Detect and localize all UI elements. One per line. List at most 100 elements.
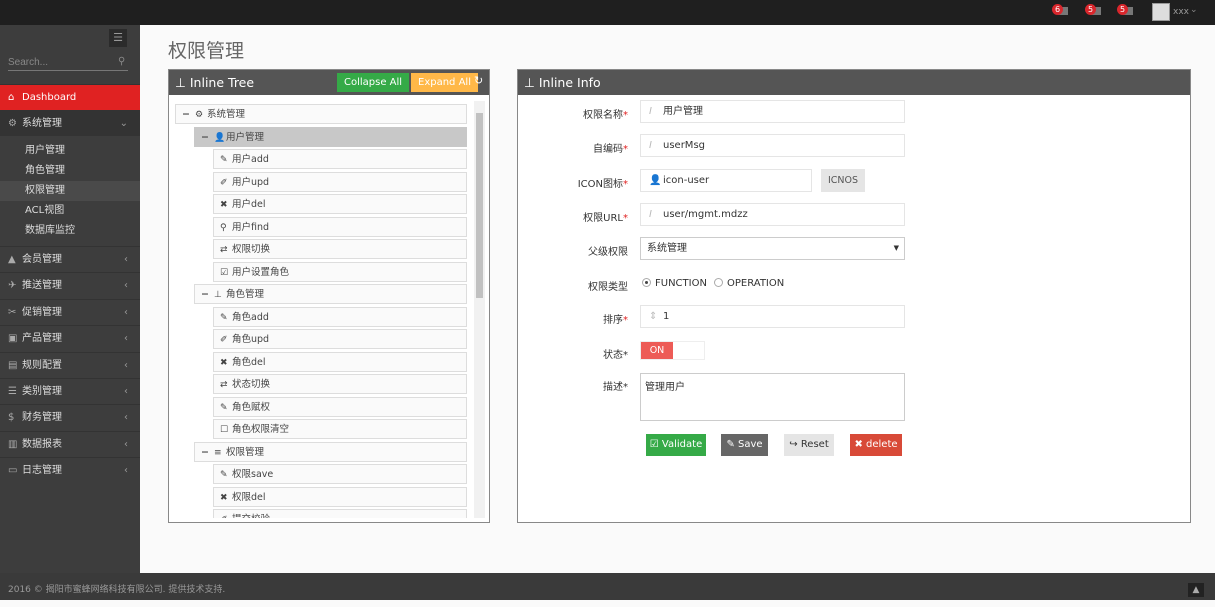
radio-operation[interactable]: OPERATION xyxy=(714,278,784,289)
list-icon: ≡ xyxy=(213,447,222,458)
tree-node[interactable]: ✖ 用户del xyxy=(213,194,467,214)
tree-node[interactable]: ✐提交校验 xyxy=(213,509,467,518)
icon-input[interactable]: 👤 icon-user xyxy=(640,169,812,192)
description-textarea[interactable]: 管理用户 xyxy=(640,373,905,421)
username[interactable]: xxx xyxy=(1173,7,1189,17)
sidebar-item[interactable]: $ 财务管理 ‹ xyxy=(0,404,140,430)
tree-node[interactable]: ✎ 权限save xyxy=(213,464,467,484)
chevron-up-icon[interactable]: ▲ xyxy=(1188,583,1204,597)
parent-select[interactable]: 系统管理 ▼ xyxy=(640,237,905,260)
text-cursor-icon: I xyxy=(649,209,652,220)
edit-icon: ✐ xyxy=(220,177,228,188)
sidebar-item[interactable]: ▭ 日志管理 ‹ xyxy=(0,457,140,483)
refresh-icon[interactable]: ↻ xyxy=(474,74,484,87)
sidebar-item-label: 产品管理 xyxy=(22,333,62,345)
tasks-count: 5 xyxy=(1117,4,1128,15)
collapse-all-button[interactable]: Collapse All xyxy=(337,73,410,92)
tree-node[interactable]: ✎ 角色赋权 xyxy=(213,396,467,417)
status-toggle[interactable]: ON xyxy=(640,341,705,360)
sidebar-item[interactable]: ▤ 规则配置 ‹ xyxy=(0,351,140,378)
pencil-icon: ✎ xyxy=(220,470,228,480)
tree-node[interactable]: ✖ 角色del xyxy=(213,351,467,372)
chevron-down-icon[interactable]: ⌄ xyxy=(1190,5,1198,15)
text-cursor-icon: I xyxy=(649,106,652,117)
tree-node[interactable]: ✖ 权限del xyxy=(213,486,467,507)
tree-node[interactable]: ✐ 角色upd xyxy=(213,329,467,349)
sidebar-item-label: 数据报表 xyxy=(22,438,62,450)
sort-icon: ⇕ xyxy=(649,311,658,322)
type-label: 权限类型 xyxy=(588,282,628,293)
tree-node[interactable]: ☐ 角色权限清空 xyxy=(213,419,467,439)
chevron-down-icon: ⌄ xyxy=(119,118,128,129)
page-title: 权限管理 xyxy=(168,40,245,62)
chevron-left-icon: ‹ xyxy=(124,280,128,292)
icon-label: ICON图标* xyxy=(577,179,628,190)
tree-node[interactable]: − ⚙ 系统管理 xyxy=(175,104,467,124)
tree-node-label: 角色add xyxy=(232,311,269,323)
icnos-button[interactable]: ICNOS xyxy=(821,169,865,192)
avatar[interactable] xyxy=(1152,3,1170,21)
tree-node[interactable]: ✎ 角色add xyxy=(213,306,467,327)
search-icon[interactable]: ⚲ xyxy=(118,56,126,67)
tree-node-label: 权限切换 xyxy=(232,244,271,255)
sidebar-subitem[interactable]: 数据库监控 xyxy=(25,225,75,236)
tree-node[interactable]: ☑ 用户设置角色 xyxy=(213,261,467,282)
sidebar-item[interactable]: ▲ 会员管理 ‹ xyxy=(0,246,140,272)
sidebar-subitem[interactable]: 用户管理 xyxy=(25,145,65,156)
chevron-left-icon: ‹ xyxy=(124,386,128,397)
sidebar-item[interactable]: ✈ 推送管理 ‹ xyxy=(0,272,140,298)
cogs-icon: ⚙ xyxy=(8,118,17,129)
panel-title: Inline Info xyxy=(538,75,601,90)
tree-node[interactable]: − ⊥ 角色管理 xyxy=(194,284,467,304)
sidebar-subitem[interactable]: 权限管理 xyxy=(0,181,140,201)
cogs-icon: ⚙ xyxy=(194,110,204,120)
sidebar-item[interactable]: ▥ 数据报表 ‹ xyxy=(0,430,140,457)
sidebar-item-label: 系统管理 xyxy=(22,118,62,129)
chevron-left-icon: ‹ xyxy=(124,359,128,371)
radio-function[interactable]: FUNCTION xyxy=(642,278,707,289)
tree-node-label: 角色赋权 xyxy=(232,401,271,413)
sidebar-item[interactable]: ☰ 类别管理 ‹ xyxy=(0,378,140,404)
name-input[interactable]: I 用户管理 xyxy=(640,100,905,123)
tree-node-label: 权限del xyxy=(232,491,266,503)
tree-node-label: 角色upd xyxy=(232,334,270,345)
tree-node[interactable]: ✎ 用户add xyxy=(213,149,467,169)
menu-toggle-icon[interactable]: ☰ xyxy=(109,29,127,47)
tree-node[interactable]: − 👤用户管理 xyxy=(194,126,467,147)
sidebar-item-label: 类别管理 xyxy=(22,386,62,397)
bar-chart-icon: ▥ xyxy=(8,438,18,450)
calendar-icon xyxy=(1123,7,1133,15)
tree-node[interactable]: ⚲ 用户find xyxy=(213,216,467,237)
sidebar-item[interactable]: ✂ 促销管理 ‹ xyxy=(0,298,140,325)
save-button[interactable]: ✎ Save xyxy=(721,434,768,456)
expand-all-button[interactable]: Expand All xyxy=(411,73,478,92)
collapse-toggle-icon: − xyxy=(201,446,209,458)
sidebar-item[interactable]: ▣ 产品管理 ‹ xyxy=(0,325,140,351)
text-cursor-icon: I xyxy=(649,140,652,151)
search-input[interactable] xyxy=(8,55,128,71)
sidebar-item-label: 推送管理 xyxy=(22,280,62,292)
order-input[interactable]: ⇕ 1 xyxy=(640,305,905,328)
times-icon: ✖ xyxy=(220,492,228,503)
tree-node[interactable]: − ≡ 权限管理 xyxy=(194,441,467,462)
pencil-icon: ✎ xyxy=(220,312,228,323)
tree-node[interactable]: ✐ 用户upd xyxy=(213,171,467,192)
reset-button[interactable]: ↪ Reset xyxy=(784,434,834,456)
bell-icon xyxy=(1058,7,1068,15)
chevron-left-icon: ‹ xyxy=(124,254,128,265)
sidebar-item-dashboard[interactable]: ⌂ Dashboard xyxy=(0,84,140,110)
sitemap-icon: ⊥ xyxy=(213,290,222,300)
collapse-toggle-icon: − xyxy=(201,131,209,143)
tree-node[interactable]: ⇄ 状态切换 xyxy=(213,374,467,394)
validate-button[interactable]: ☑ Validate xyxy=(646,434,706,456)
tree-node[interactable]: ⇄ 权限切换 xyxy=(213,239,467,259)
scrollbar-thumb[interactable] xyxy=(476,113,483,298)
sidebar-subitem[interactable]: 角色管理 xyxy=(25,165,65,176)
sidebar-item-system[interactable]: ⚙ 系统管理 ⌄ xyxy=(0,110,140,136)
sidebar-subitem[interactable]: ACL视图 xyxy=(25,205,65,216)
delete-button[interactable]: ✖ delete xyxy=(850,434,902,456)
scrollbar[interactable] xyxy=(474,101,485,518)
